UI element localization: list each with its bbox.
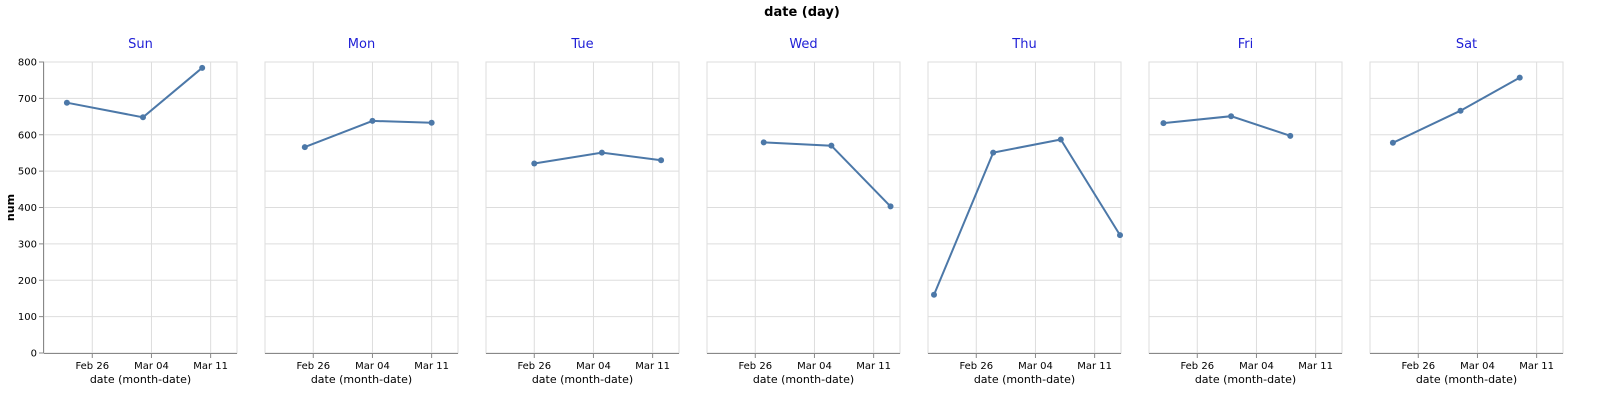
- data-point: [199, 64, 206, 71]
- x-tick-label: Feb 26: [959, 361, 993, 372]
- x-tick-label: Feb 26: [517, 361, 551, 372]
- x-axis-title: date (month-date): [311, 373, 412, 386]
- data-point: [140, 114, 146, 121]
- x-tick-label: Mar 11: [1519, 361, 1554, 372]
- x-tick-label: Feb 26: [75, 361, 109, 372]
- series-line-sun: [66, 67, 203, 119]
- data-point: [598, 149, 605, 156]
- data-point: [760, 139, 767, 146]
- x-axis-title: date (month-date): [753, 373, 854, 386]
- data-point: [1389, 139, 1396, 146]
- x-tick-label: Feb 26: [1401, 361, 1435, 372]
- data-point: [1287, 132, 1294, 139]
- y-tick-label: 0: [31, 349, 37, 360]
- series-line-wed: [763, 141, 892, 208]
- x-tick-label: Mar 11: [1298, 361, 1333, 372]
- data-point: [990, 149, 997, 156]
- series-line-fri: [1163, 115, 1291, 137]
- facet-title-sun: Sun: [128, 37, 153, 52]
- y-tick-label: 600: [18, 130, 37, 141]
- facet-title-fri: Fri: [1238, 37, 1254, 52]
- y-tick-label: 800: [18, 58, 37, 69]
- data-point: [369, 117, 376, 124]
- data-point: [1160, 120, 1167, 127]
- y-axis-title: num: [4, 194, 17, 221]
- data-point: [301, 144, 308, 151]
- x-tick-label: Mar 11: [856, 361, 891, 372]
- chart-title: date (day): [764, 5, 840, 20]
- data-point: [658, 157, 665, 164]
- y-tick-label: 100: [18, 312, 37, 323]
- x-tick-label: Feb 26: [738, 361, 772, 372]
- x-tick-label: Mar 11: [414, 361, 449, 372]
- y-tick-label: 700: [18, 94, 37, 105]
- x-tick-label: Mar 04: [1460, 361, 1495, 372]
- x-tick-label: Mar 04: [355, 361, 390, 372]
- facet-title-wed: Wed: [789, 37, 817, 52]
- x-axis-title: date (month-date): [90, 373, 191, 386]
- y-tick-label: 400: [18, 203, 37, 214]
- x-tick-label: Feb 26: [296, 361, 330, 372]
- data-point: [428, 119, 435, 126]
- x-axis-title: date (month-date): [532, 373, 633, 386]
- x-axis-title: date (month-date): [1416, 373, 1517, 386]
- x-tick-label: Mar 11: [635, 361, 670, 372]
- series-line-tue: [534, 151, 662, 165]
- facet-title-sat: Sat: [1456, 37, 1477, 52]
- y-tick-label: 500: [18, 167, 37, 178]
- series-line-thu: [933, 138, 1121, 296]
- facet-title-tue: Tue: [570, 37, 593, 52]
- series-line-sat: [1392, 76, 1521, 144]
- x-tick-label: Mar 11: [1077, 361, 1112, 372]
- data-point: [63, 99, 70, 106]
- data-point: [1117, 232, 1123, 239]
- data-point: [828, 142, 835, 149]
- x-axis-title: date (month-date): [1195, 373, 1296, 386]
- data-point: [931, 291, 937, 298]
- x-tick-label: Mar 04: [576, 361, 611, 372]
- x-tick-label: Mar 11: [193, 361, 228, 372]
- series-line-mon: [304, 119, 432, 149]
- x-tick-label: Mar 04: [1239, 361, 1274, 372]
- data-point: [531, 160, 538, 167]
- y-tick-label: 200: [18, 276, 37, 287]
- x-axis-title: date (month-date): [974, 373, 1075, 386]
- x-tick-label: Mar 04: [134, 361, 169, 372]
- data-point: [1228, 113, 1235, 120]
- data-point: [1457, 107, 1464, 114]
- x-tick-label: Mar 04: [797, 361, 832, 372]
- data-point: [1516, 74, 1523, 81]
- facet-title-thu: Thu: [1011, 37, 1036, 52]
- y-tick-label: 300: [18, 239, 37, 250]
- x-tick-label: Feb 26: [1180, 361, 1214, 372]
- facet-title-mon: Mon: [348, 37, 375, 52]
- data-point: [1057, 136, 1064, 143]
- x-tick-label: Mar 04: [1018, 361, 1053, 372]
- data-point: [887, 203, 894, 210]
